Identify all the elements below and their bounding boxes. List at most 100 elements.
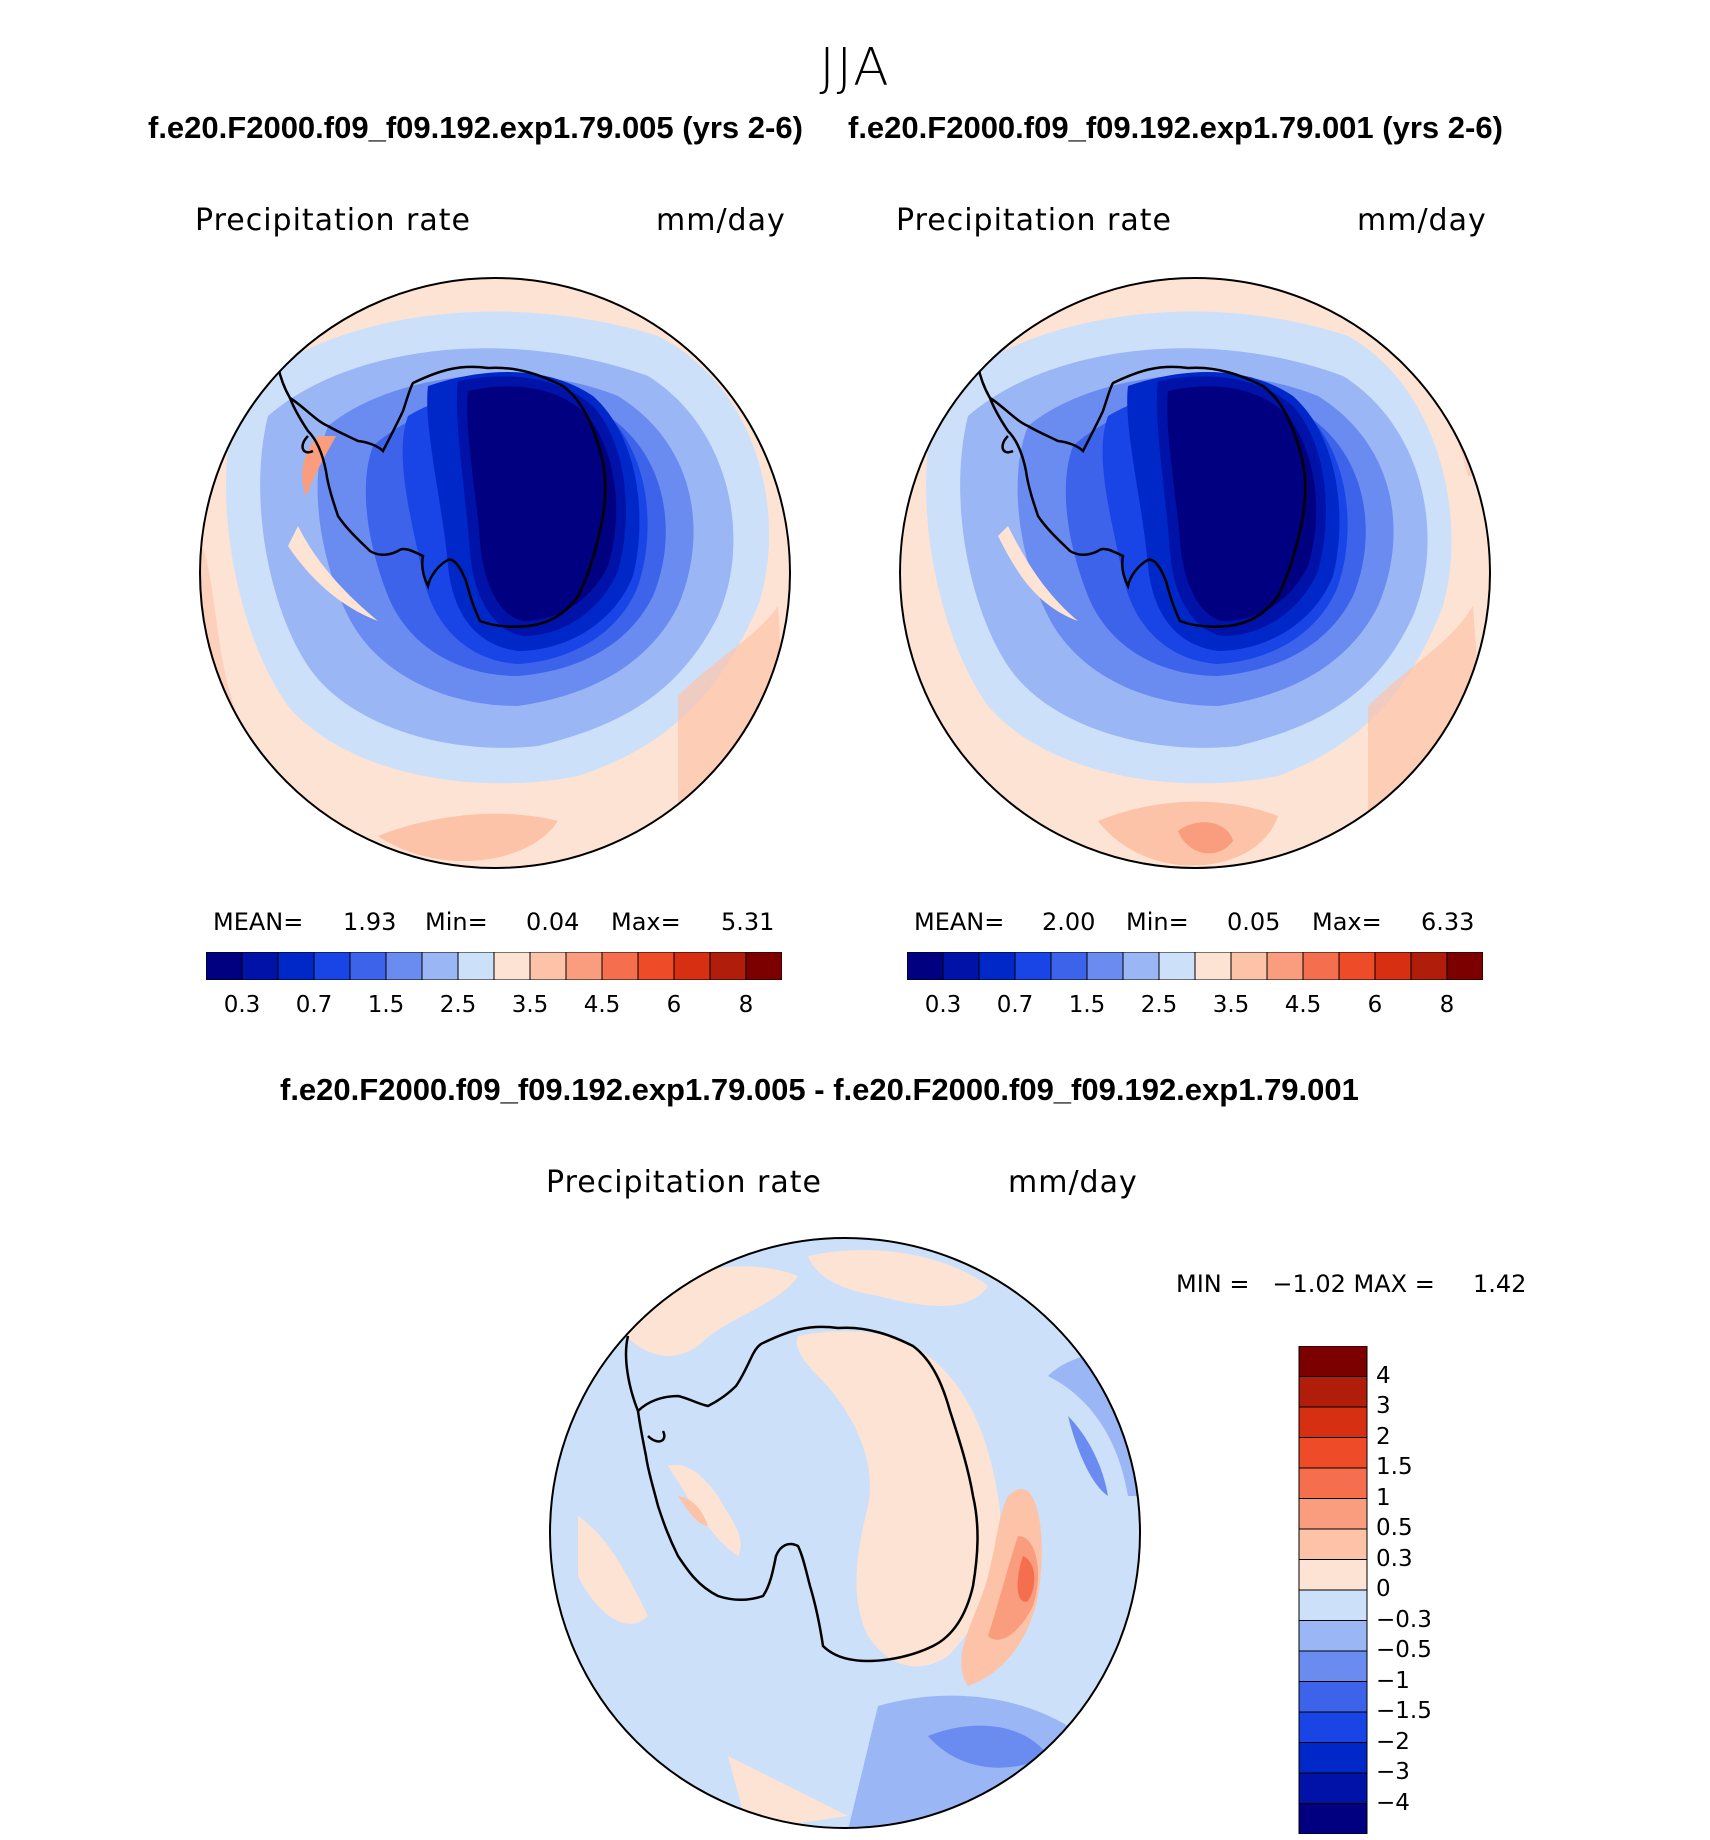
contour-band: [200, 412, 224, 448]
colorbar-swatch: [673, 952, 711, 980]
colorbar-swatch: [709, 952, 747, 980]
colorbar-swatch: [637, 952, 675, 980]
colorbar-tick-label: 1.5: [1376, 1454, 1413, 1480]
colorbar-swatch: [1014, 952, 1052, 980]
stats-right: MEAN= 2.00 Min= 0.05 Max= 6.33: [914, 908, 1484, 938]
colorbar-swatch: [1302, 952, 1340, 980]
colorbar-swatch: [206, 952, 243, 980]
colorbar-tick-label: 3.5: [1212, 992, 1250, 1018]
colorbar-swatch: [1086, 952, 1124, 980]
colorbar-tick-label: 0.3: [223, 992, 261, 1018]
colorbar-swatch: [1158, 952, 1196, 980]
contour-band: [1017, 1556, 1035, 1602]
colorbar-tick-label: 3.5: [511, 992, 549, 1018]
colorbar-tick-label: 0.7: [295, 992, 333, 1018]
colorbar-tick-label: 0.3: [924, 992, 962, 1018]
colorbar-swatch: [421, 952, 459, 980]
variable-label-diff: Precipitation rate: [546, 1165, 822, 1200]
mean-value: 1.93: [343, 908, 397, 936]
peninsula-coastline: [624, 1335, 666, 1443]
colorbar-tick-label: 2.5: [1140, 992, 1178, 1018]
mean-label: MEAN=: [914, 908, 1005, 936]
colorbar-tick-label: −2: [1376, 1728, 1410, 1755]
colorbar-swatch: [1298, 1742, 1368, 1774]
variable-label-right: Precipitation rate: [896, 203, 1172, 238]
colorbar-swatch: [942, 952, 980, 980]
min-value: 0.04: [526, 908, 580, 936]
contour-band: [900, 410, 929, 453]
colorbar-tick-label: 2: [1376, 1423, 1391, 1450]
colorbar-swatch: [1194, 952, 1232, 980]
min-value: 0.05: [1227, 908, 1281, 936]
contour-band: [1178, 822, 1233, 854]
colorbar-swatch: [277, 952, 315, 980]
colorbar-swatch: [745, 952, 782, 980]
antarctica-coastline: [636, 1325, 979, 1663]
colorbar-tick-label: 1.5: [1068, 992, 1106, 1018]
colorbar-left: [206, 952, 782, 980]
contour-band: [467, 386, 617, 621]
antarctica-coastline: [987, 365, 1307, 629]
colorbar-swatch: [907, 952, 944, 980]
colorbar-swatch: [1266, 952, 1304, 980]
colorbar-tick-label: 4.5: [1284, 992, 1322, 1018]
colorbar-swatch: [565, 952, 603, 980]
colorbar-swatch: [1298, 1498, 1368, 1530]
colorbar-swatch: [1050, 952, 1088, 980]
colorbar-swatch: [1338, 952, 1376, 980]
colorbar-right: [907, 952, 1483, 980]
colorbar-swatch: [1298, 1406, 1368, 1438]
polar-map-left: [199, 277, 791, 869]
colorbar-swatch: [978, 952, 1016, 980]
case-title-left: f.e20.F2000.f09_f09.192.exp1.79.005 (yrs…: [148, 110, 803, 145]
difference-title: f.e20.F2000.f09_f09.192.exp1.79.005 - f.…: [280, 1072, 1359, 1107]
colorbar-swatch: [349, 952, 387, 980]
contour-band: [288, 526, 378, 621]
units-label-diff: mm/day: [1008, 1165, 1138, 1200]
contour-band: [378, 813, 558, 862]
colorbar-swatch: [1298, 1376, 1368, 1408]
colorbar-swatch: [1298, 1681, 1368, 1713]
colorbar-swatch: [1298, 1528, 1368, 1560]
colorbar-tick-label: 3: [1376, 1393, 1391, 1419]
colorbar-swatch: [1298, 1711, 1368, 1743]
contour-band: [796, 1331, 1001, 1667]
colorbar-swatch: [1374, 952, 1412, 980]
difference-minmax: MIN = −1.02 MAX = 1.42: [1176, 1270, 1527, 1298]
colorbar-tick-label: −4: [1376, 1789, 1410, 1816]
max-value: 5.31: [721, 908, 775, 936]
colorbar-swatch: [457, 952, 495, 980]
contour-band: [728, 1756, 848, 1828]
colorbar-tick-label: 6: [666, 992, 682, 1018]
colorbar-swatch: [493, 952, 531, 980]
colorbar-swatch: [1410, 952, 1448, 980]
colorbar-tick-label: 0.5: [1376, 1515, 1413, 1541]
colorbar-tick-label: −0.3: [1376, 1606, 1432, 1633]
colorbar-swatch: [1298, 1437, 1368, 1469]
colorbar-tick-label: 6: [1367, 992, 1383, 1018]
polar-map-right: [899, 277, 1491, 869]
colorbar-swatch: [241, 952, 279, 980]
mean-value: 2.00: [1042, 908, 1096, 936]
colorbar-swatch: [1122, 952, 1160, 980]
colorbar-tick-label: −3: [1376, 1759, 1410, 1785]
colorbar-tick-label: 8: [738, 992, 754, 1018]
mean-label: MEAN=: [213, 908, 304, 936]
colorbar-tick-label: 4: [1376, 1362, 1391, 1389]
contour-band: [1167, 386, 1317, 621]
antarctica-coastline: [287, 365, 607, 629]
contour-band: [1068, 1416, 1108, 1496]
min-label: Min=: [425, 908, 488, 936]
contour-band: [678, 1496, 708, 1526]
colorbar-swatch: [1298, 1803, 1368, 1834]
colorbar-swatch: [1298, 1346, 1368, 1377]
max-label: Max=: [611, 908, 681, 936]
contour-band: [808, 1250, 988, 1306]
colorbar-difference: [1298, 1346, 1368, 1834]
colorbar-swatch: [529, 952, 567, 980]
colorbar-tick-label: 2.5: [439, 992, 477, 1018]
colorbar-tick-label: 1: [1376, 1484, 1391, 1511]
colorbar-tick-label: 8: [1439, 992, 1455, 1018]
contour-band: [668, 1465, 741, 1556]
colorbar-left-ticks: 0.3 0.7 1.5 2.5 3.5 4.5 6 8: [206, 992, 782, 1022]
